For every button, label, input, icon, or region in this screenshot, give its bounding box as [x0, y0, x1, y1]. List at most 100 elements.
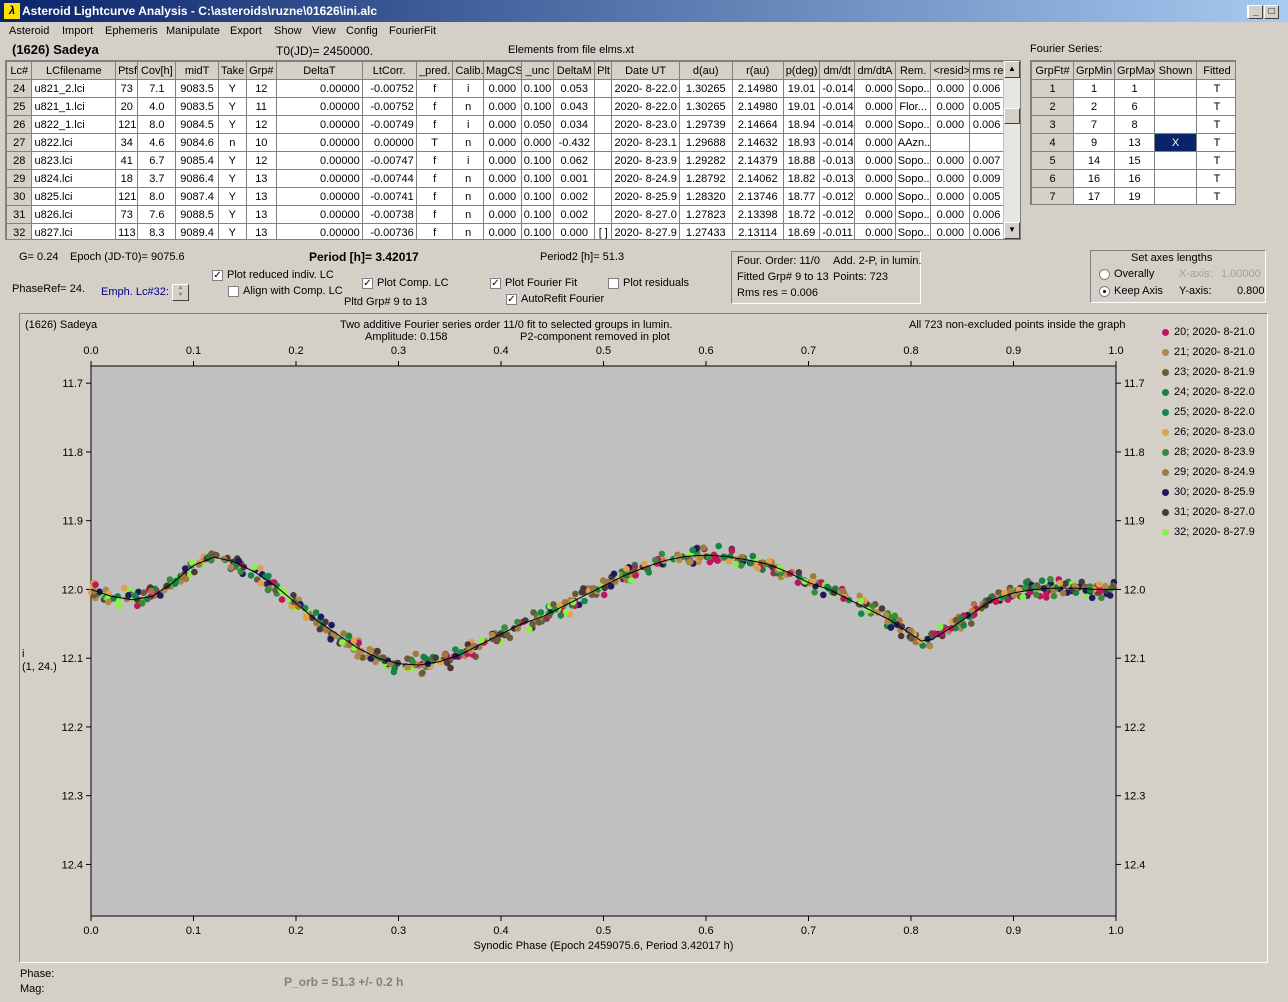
table-row[interactable]: 7 17 19 T — [1031, 187, 1235, 204]
plot-reduced-checkbox[interactable]: ✓ Plot reduced indiv. LC — [212, 269, 334, 281]
column-header[interactable]: Rem. — [894, 61, 932, 80]
column-header[interactable]: GrpMax — [1114, 61, 1155, 80]
table-cell[interactable]: 0.000 — [483, 223, 522, 239]
table-cell[interactable]: 1.27433 — [678, 223, 733, 239]
table-cell[interactable]: 9 — [1073, 133, 1115, 152]
overally-radio[interactable]: Overally — [1099, 268, 1154, 280]
table-cell[interactable]: 0.009 — [969, 169, 1004, 188]
table-cell[interactable]: 12 — [245, 79, 278, 98]
table-cell[interactable]: 12 — [245, 151, 278, 170]
table-cell[interactable]: -0.432 — [553, 133, 596, 152]
table-cell[interactable]: 18.82 — [782, 169, 821, 188]
table-cell[interactable]: 0.043 — [553, 97, 596, 116]
plot-comp-checkbox[interactable]: ✓ Plot Comp. LC — [362, 277, 449, 289]
table-cell[interactable]: 1.29739 — [678, 115, 733, 134]
table-cell[interactable]: 0.000 — [930, 205, 971, 224]
keep-axis-radio[interactable]: Keep Axis — [1099, 285, 1163, 297]
table-cell[interactable]: 1.28320 — [678, 187, 733, 206]
table-cell[interactable]: 8 — [1114, 115, 1155, 134]
table-cell[interactable]: 15 — [1114, 151, 1155, 170]
table-cell[interactable]: 0.062 — [553, 151, 596, 170]
scroll-thumb[interactable] — [1004, 108, 1020, 124]
table-cell[interactable]: 0.00000 — [276, 223, 363, 239]
table-cell[interactable]: 0.034 — [553, 115, 596, 134]
table-cell[interactable]: Sopo... — [894, 187, 932, 206]
table-cell[interactable]: 20 — [115, 97, 139, 116]
table-cell[interactable]: 3.7 — [137, 169, 177, 188]
table-cell[interactable]: 2.13398 — [731, 205, 784, 224]
table-cell[interactable]: 25 — [6, 97, 33, 116]
table-cell[interactable]: 2.13114 — [731, 223, 784, 239]
table-cell[interactable]: 6 — [1114, 97, 1155, 116]
menu-show[interactable]: Show — [274, 25, 302, 37]
table-cell[interactable]: 2.14632 — [731, 133, 784, 152]
checkbox-icon[interactable]: ✓ — [506, 293, 517, 305]
table-cell[interactable]: -0.00736 — [361, 223, 417, 239]
table-cell[interactable]: 0.000 — [854, 151, 896, 170]
table-cell[interactable]: Sopo... — [894, 151, 932, 170]
table-cell[interactable]: 0.000 — [483, 187, 522, 206]
table-cell[interactable]: 0.00000 — [276, 151, 363, 170]
table-cell[interactable]: 2020- 8-23.9 — [611, 151, 680, 170]
table-cell[interactable]: 18 — [115, 169, 139, 188]
table-cell[interactable]: T — [1196, 187, 1235, 204]
table-cell[interactable]: 18.94 — [782, 115, 821, 134]
table-cell[interactable]: 113 — [115, 223, 139, 239]
table-cell[interactable] — [1154, 169, 1197, 188]
period-value[interactable]: Period [h]= 3.42017 — [309, 250, 419, 264]
table-cell[interactable]: u822.lci — [31, 133, 117, 152]
table-cell[interactable]: 1 — [1073, 79, 1115, 98]
scroll-down-icon[interactable]: ▼ — [1004, 222, 1020, 239]
table-cell[interactable]: -0.011 — [819, 223, 856, 239]
table-cell[interactable]: 2 — [1073, 97, 1115, 116]
menu-import[interactable]: Import — [62, 25, 94, 37]
table-cell[interactable]: Y — [218, 151, 247, 170]
plot-residuals-checkbox[interactable]: Plot residuals — [608, 277, 689, 289]
radio-icon[interactable] — [1099, 268, 1110, 280]
table-row[interactable]: 5 14 15 T — [1031, 151, 1235, 170]
menu-config[interactable]: Config — [346, 25, 378, 37]
table-cell[interactable]: -0.00749 — [361, 115, 417, 134]
table-cell[interactable]: Y — [218, 223, 247, 239]
table-cell[interactable] — [1154, 187, 1197, 204]
table-cell[interactable]: 0.000 — [483, 151, 522, 170]
table-cell[interactable]: 0.000 — [483, 133, 522, 152]
menu-ephemeris[interactable]: Ephemeris — [105, 25, 158, 37]
table-cell[interactable]: 0.100 — [520, 151, 555, 170]
table-cell[interactable]: T — [1196, 97, 1235, 116]
table-cell[interactable]: 0.001 — [553, 169, 596, 188]
table-cell[interactable]: 0.100 — [520, 169, 555, 188]
table-cell[interactable]: f — [415, 97, 454, 116]
column-header[interactable]: DeltaT — [276, 61, 363, 80]
table-cell[interactable]: 2.14980 — [731, 97, 784, 116]
table-cell[interactable]: u821_2.lci — [31, 79, 117, 98]
column-header[interactable]: _pred. — [415, 61, 454, 80]
table-cell[interactable]: 9086.4 — [175, 169, 220, 188]
table-cell[interactable]: 14 — [1073, 151, 1115, 170]
table-cell[interactable]: 0.000 — [483, 205, 522, 224]
table-cell[interactable]: u823.lci — [31, 151, 117, 170]
table-row[interactable]: 30 u825.lci 121 8.0 9087.4 Y 13 0.00000 -0.00741… — [6, 187, 1004, 206]
table-cell[interactable]: T — [415, 133, 454, 152]
table-cell[interactable]: 0.007 — [969, 151, 1004, 170]
checkbox-icon[interactable] — [608, 277, 619, 289]
minimize-icon[interactable]: _ — [1248, 5, 1263, 19]
menu-fourierfit[interactable]: FourierFit — [389, 25, 437, 37]
table-cell[interactable]: 0.00000 — [276, 115, 363, 134]
table-cell[interactable]: 8.0 — [137, 115, 177, 134]
table-cell[interactable]: 1.27823 — [678, 205, 733, 224]
table-cell[interactable]: 0.000 — [520, 133, 555, 152]
table-cell[interactable]: 2020- 8-24.9 — [611, 169, 680, 188]
table-cell[interactable]: Sopo... — [894, 169, 932, 188]
table-cell[interactable]: 2020- 8-27.9 — [611, 223, 680, 239]
column-header[interactable]: Plt — [594, 61, 613, 80]
table-cell[interactable]: 0.000 — [553, 223, 596, 239]
table-cell[interactable]: f — [415, 169, 454, 188]
table-cell[interactable]: 0.000 — [854, 133, 896, 152]
column-header[interactable]: Fitted — [1196, 61, 1235, 80]
table-cell[interactable]: 1.29688 — [678, 133, 733, 152]
table-cell[interactable]: 0.002 — [553, 205, 596, 224]
